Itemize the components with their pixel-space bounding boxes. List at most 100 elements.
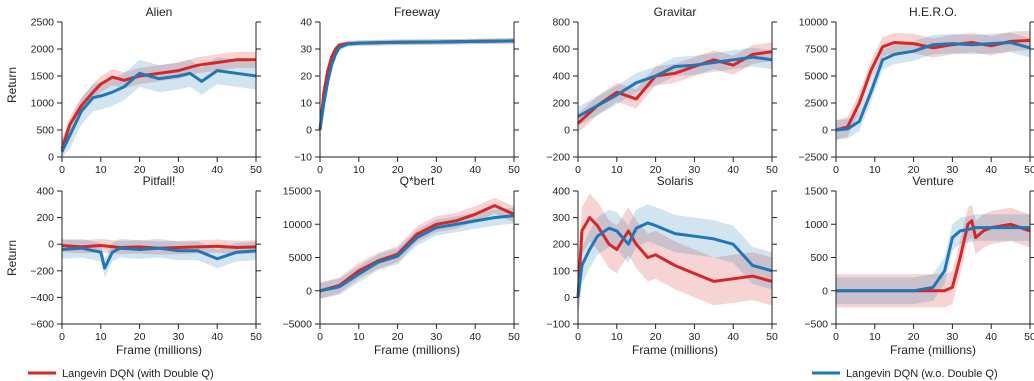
ytick-label-q-bert: −5000 [283, 319, 313, 331]
ytick-label-freeway: −10 [294, 152, 312, 164]
xtick-label-freeway: 0 [317, 164, 323, 176]
ytick-label-alien: 1000 [31, 98, 55, 110]
xtick-label-pitfall: 10 [95, 331, 107, 343]
line-wo-double-q-q-bert [319, 214, 515, 293]
xtick-label-venture: 40 [985, 331, 997, 343]
ytick-label-h-e-r-o: 5000 [805, 71, 829, 83]
ylabel-row2: Return [5, 240, 19, 276]
xlabel-solaris: Frame (millions) [632, 343, 718, 357]
xtick-label-h-e-r-o: 0 [833, 164, 839, 176]
ytick-label-freeway: 30 [300, 44, 312, 56]
xtick-label-alien: 40 [211, 164, 223, 176]
ytick-label-pitfall: 0 [48, 239, 54, 251]
ytick-label-pitfall: −200 [30, 265, 54, 277]
ytick-label-solaris: 100 [552, 265, 570, 277]
line-with-double-q-solaris [576, 216, 773, 298]
band-wo-double-q-venture [836, 214, 1030, 305]
xtick-label-pitfall: 30 [173, 331, 185, 343]
panel-title-pitfall: Pitfall! [143, 174, 176, 188]
ytick-label-q-bert: 10000 [283, 219, 312, 231]
panel-title-q-bert: Q*bert [400, 174, 435, 188]
ytick-label-pitfall: 200 [36, 212, 54, 224]
panel-title-alien: Alien [146, 5, 173, 19]
xtick-label-alien: 0 [59, 164, 65, 176]
xtick-label-gravitar: 0 [575, 164, 581, 176]
ytick-label-solaris: 300 [552, 212, 570, 224]
line-wo-double-q-venture [836, 226, 1030, 293]
line-wo-double-q-solaris [576, 221, 773, 298]
xtick-label-venture: 30 [947, 331, 959, 343]
line-with-double-q-h-e-r-o [835, 38, 1031, 132]
xtick-label-pitfall: 0 [59, 331, 65, 343]
xtick-label-solaris: 20 [650, 331, 662, 343]
xtick-label-solaris: 40 [727, 331, 739, 343]
ytick-label-pitfall: 400 [36, 186, 54, 198]
xtick-label-gravitar: 40 [727, 164, 739, 176]
xlabel-venture: Frame (millions) [890, 343, 976, 357]
xtick-label-gravitar: 30 [689, 164, 701, 176]
xtick-label-venture: 0 [833, 331, 839, 343]
ytick-label-freeway: 40 [300, 17, 312, 29]
ytick-label-venture: 1000 [805, 219, 829, 231]
xtick-label-freeway: 30 [431, 164, 443, 176]
xtick-label-q-bert: 20 [392, 331, 404, 343]
ytick-label-venture: 0 [822, 285, 828, 297]
line-with-double-q-gravitar [576, 50, 773, 125]
ytick-label-h-e-r-o: 0 [822, 125, 828, 137]
xtick-label-h-e-r-o: 50 [1024, 164, 1034, 176]
xtick-label-h-e-r-o: 10 [869, 164, 881, 176]
xtick-label-q-bert: 30 [431, 331, 443, 343]
band-with-double-q-gravitar [578, 42, 772, 133]
xtick-label-solaris: 30 [689, 331, 701, 343]
xtick-label-pitfall: 20 [134, 331, 146, 343]
band-wo-double-q-alien [62, 57, 256, 157]
xtick-label-solaris: 50 [766, 331, 778, 343]
ytick-label-h-e-r-o: 7500 [805, 44, 829, 56]
ytick-label-gravitar: 400 [552, 71, 570, 83]
line-wo-double-q-h-e-r-o [835, 41, 1031, 132]
ytick-label-h-e-r-o: −2500 [799, 152, 829, 164]
ytick-label-venture: 500 [810, 252, 828, 264]
ytick-label-venture: 1500 [805, 186, 829, 198]
band-wo-double-q-pitfall [62, 238, 256, 278]
band-with-double-q-venture [836, 204, 1030, 308]
panel-h-e-r-o: −2500 0 2500 5000 7500 10000 0 10 20 30 40 50 H.E.R.… [799, 5, 1034, 176]
line-wo-double-q-alien [60, 69, 257, 153]
ytick-label-alien: 2500 [31, 17, 55, 29]
ytick-label-alien: 0 [48, 152, 54, 164]
xtick-label-freeway: 50 [508, 164, 520, 176]
panel-solaris: −100 0 100 200 300 400 0 10 20 30 40 50 Solaris Frame… [546, 174, 778, 357]
ytick-label-freeway: 10 [300, 98, 312, 110]
ytick-label-pitfall: −400 [30, 292, 54, 304]
ytick-label-gravitar: −200 [546, 152, 570, 164]
xlabel-pitfall: Frame (millions) [116, 343, 202, 357]
ytick-label-freeway: 0 [306, 125, 312, 137]
xtick-label-alien: 50 [250, 164, 262, 176]
panel-venture: −500 0 500 1000 1500 0 10 20 30 40 50 Venture Frame … [804, 174, 1034, 357]
xlabel-q-bert: Frame (millions) [374, 343, 460, 357]
xtick-label-gravitar: 50 [766, 164, 778, 176]
ylabel-row1: Return [5, 67, 19, 103]
panel-freeway: −10 0 10 20 30 40 0 10 20 30 40 50 Freeway [294, 5, 520, 176]
xtick-label-alien: 30 [173, 164, 185, 176]
xtick-label-pitfall: 50 [250, 331, 262, 343]
panel-alien: 0 500 1000 1500 2000 2500 0 10 20 30 40 50 Alien [31, 5, 262, 176]
ytick-label-solaris: 400 [552, 186, 570, 198]
ytick-label-freeway: 20 [300, 71, 312, 83]
legend: Langevin DQN (with Double Q) Langevin DQ… [28, 368, 998, 380]
xtick-label-freeway: 10 [353, 164, 365, 176]
ytick-label-gravitar: 200 [552, 98, 570, 110]
panel-title-solaris: Solaris [657, 174, 694, 188]
xtick-label-venture: 20 [908, 331, 920, 343]
ytick-label-alien: 500 [36, 125, 54, 137]
xtick-label-solaris: 0 [575, 331, 581, 343]
line-with-double-q-q-bert [319, 204, 515, 293]
xtick-label-q-bert: 50 [508, 331, 520, 343]
ytick-label-h-e-r-o: 10000 [799, 17, 828, 29]
xtick-label-freeway: 40 [469, 164, 481, 176]
panel-title-freeway: Freeway [394, 5, 440, 19]
xtick-label-h-e-r-o: 20 [908, 164, 920, 176]
ytick-label-gravitar: 0 [564, 125, 570, 137]
